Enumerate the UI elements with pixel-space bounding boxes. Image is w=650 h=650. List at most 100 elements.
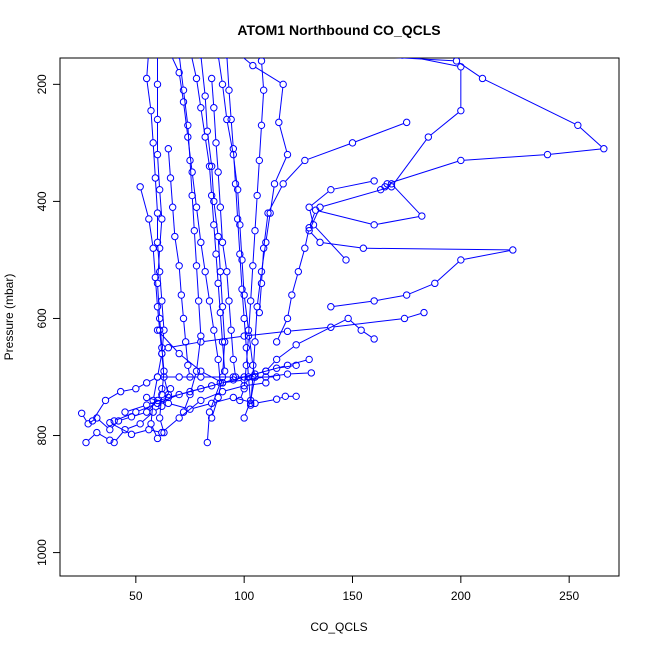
data-point xyxy=(197,104,205,112)
series-line-segment xyxy=(222,245,227,269)
series-line-segment xyxy=(252,345,256,374)
series-line-segment xyxy=(333,181,372,190)
series-line-segment xyxy=(157,286,160,316)
data-point xyxy=(257,279,266,288)
data-point xyxy=(418,212,426,220)
y-tick-label: 200 xyxy=(35,74,49,94)
series-line-segment xyxy=(159,397,163,415)
data-point xyxy=(305,226,313,235)
series-line-segment xyxy=(205,274,210,298)
series-line-segment xyxy=(267,361,275,370)
data-point xyxy=(106,436,114,444)
series-line-segment xyxy=(159,332,178,352)
series-line-segment xyxy=(160,395,177,403)
data-point xyxy=(155,244,164,252)
data-point xyxy=(197,367,205,375)
series-line-segment xyxy=(430,112,459,136)
data-point xyxy=(574,121,582,130)
data-point xyxy=(400,58,405,59)
data-point xyxy=(283,150,292,159)
series-line-segment xyxy=(152,251,156,275)
data-point xyxy=(142,393,151,402)
plot-area xyxy=(77,46,608,447)
series-line-segment xyxy=(187,368,190,374)
data-point xyxy=(179,86,188,94)
series-line-segment xyxy=(146,58,149,76)
data-point xyxy=(230,46,236,52)
series-line-segment xyxy=(183,93,188,123)
series-line-segment xyxy=(311,191,329,206)
data-point xyxy=(214,168,222,176)
data-point xyxy=(244,373,253,381)
series-line-segment xyxy=(159,333,163,351)
series-line-segment xyxy=(436,261,459,282)
series-line-segment xyxy=(228,93,232,117)
series-line-segment xyxy=(237,192,241,222)
data-point xyxy=(288,291,296,299)
data-point xyxy=(136,420,144,428)
series-line-segment xyxy=(259,286,262,310)
series-line-segment xyxy=(82,415,87,422)
data-point xyxy=(207,399,216,408)
data-point xyxy=(220,367,229,375)
data-point xyxy=(197,332,205,340)
data-point xyxy=(175,349,183,358)
data-point xyxy=(153,373,162,381)
data-point xyxy=(153,150,162,159)
series-line-segment xyxy=(93,402,105,419)
data-point xyxy=(164,390,173,399)
data-point xyxy=(165,46,171,52)
series-line-segment xyxy=(121,417,129,421)
data-point xyxy=(171,232,179,241)
series-line-segment xyxy=(263,216,269,246)
series-line-segment xyxy=(355,123,404,143)
series-line-segment xyxy=(196,81,201,105)
data-point xyxy=(176,58,182,59)
data-point xyxy=(600,145,608,153)
data-point xyxy=(309,221,318,229)
series-line-segment xyxy=(171,391,188,398)
series-line-segment xyxy=(164,379,169,392)
data-point xyxy=(207,162,216,170)
data-point xyxy=(77,409,86,417)
series-line-segment xyxy=(237,222,241,251)
series-line-segment xyxy=(88,434,95,441)
series-line-segment xyxy=(217,175,221,205)
data-point xyxy=(218,238,227,247)
series-line-segment xyxy=(142,413,152,423)
series-line-segment xyxy=(194,233,197,263)
series-line-segment xyxy=(240,391,244,398)
series-line-segment xyxy=(247,382,263,386)
series-line-segment xyxy=(414,58,458,67)
series-line-segment xyxy=(252,233,256,263)
series-line-segment xyxy=(138,383,145,388)
data-point xyxy=(270,180,279,188)
data-point xyxy=(242,361,251,369)
series-line-segment xyxy=(171,403,188,409)
series-line-segment xyxy=(220,210,223,240)
series-line-segment xyxy=(134,430,146,435)
data-point xyxy=(160,373,168,381)
data-point xyxy=(146,46,152,52)
data-point xyxy=(190,226,199,235)
series-line-segment xyxy=(146,81,152,108)
series-line-segment xyxy=(158,391,162,398)
series-line-segment xyxy=(233,151,236,181)
data-point xyxy=(359,244,368,252)
data-point xyxy=(149,408,157,416)
data-point xyxy=(154,46,160,52)
data-point xyxy=(179,98,188,106)
data-point xyxy=(431,279,439,288)
series-line-segment xyxy=(191,198,195,228)
series-group xyxy=(77,46,608,447)
series-line-segment xyxy=(215,257,219,281)
data-point xyxy=(188,168,196,176)
series-line-segment xyxy=(248,333,253,363)
data-point xyxy=(452,58,461,65)
series-line-segment xyxy=(298,319,346,344)
series-line-segment xyxy=(213,110,217,140)
data-point xyxy=(240,332,248,340)
data-point xyxy=(283,370,292,378)
series-line-segment xyxy=(269,186,283,211)
data-point xyxy=(194,297,203,305)
